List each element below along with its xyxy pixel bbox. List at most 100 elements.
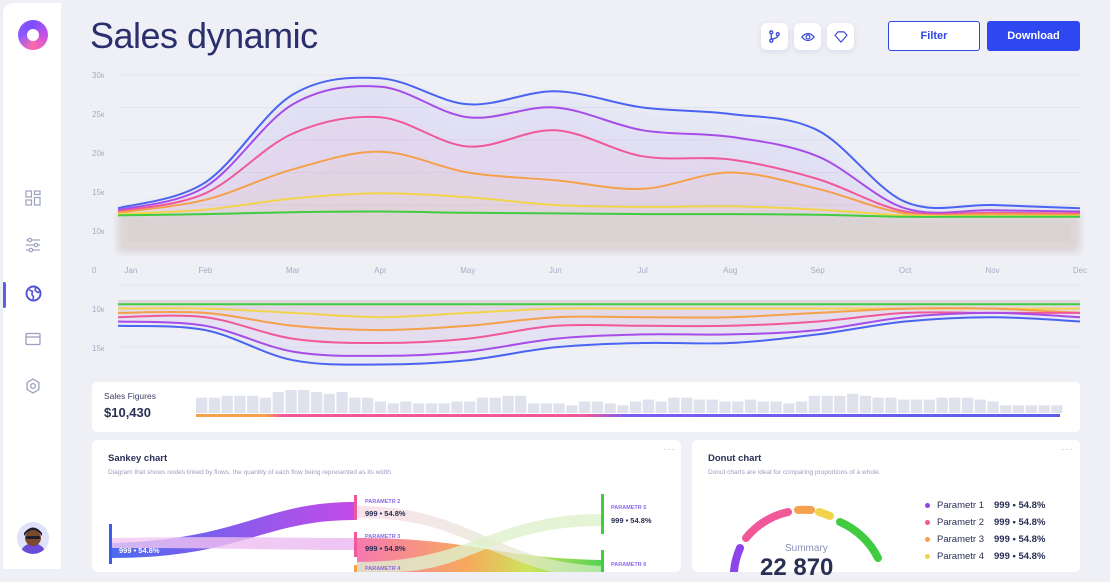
globe-icon[interactable] [23,283,43,303]
sales-bar [502,396,513,413]
sankey-card: Sankey chart Diagram that shows nodes li… [92,440,681,572]
sales-bar [630,402,641,414]
sankey-node-value: 999 • 54.8% [611,516,652,525]
legend-value: 999 • 54.8% [994,534,1045,545]
more-icon[interactable]: ··· [1061,444,1074,455]
sankey-node [354,495,357,520]
sales-bar [477,398,488,413]
sankey-node-value: 999 • 54.8% [365,509,406,518]
sales-bar [1013,405,1024,413]
legend-label: Parametr 3 [937,534,984,545]
sales-figures-value: $10,430 [104,405,151,420]
sales-bar [490,398,501,413]
sales-bar [1039,405,1050,413]
sankey-node-label: PARAMETR 4 [365,566,400,572]
sales-bar [822,396,833,413]
sales-bar [209,398,220,413]
sankey-node-label: PARAMETR 3 [365,534,400,540]
sales-bar [426,403,437,413]
x-tick-label: Mar [286,266,300,275]
legend-value: 999 • 54.8% [994,517,1045,528]
sales-bar [451,402,462,414]
sales-bar [860,396,871,413]
sales-bar [911,400,922,413]
user-avatar[interactable] [17,522,49,554]
sales-bar [962,398,973,413]
sankey-node-label: PARAMETR 2 [365,499,400,505]
x-tick-label: Feb [199,266,213,275]
sales-bar [975,400,986,413]
sales-bar [1000,405,1011,413]
sankey-node-label: PARAMETR 6 [611,562,646,568]
sales-bar [196,398,207,413]
sidebar [3,3,61,569]
sales-bar [694,400,705,413]
sales-bar [592,402,603,414]
legend-label: Parametr 2 [937,517,984,528]
donut-segment [746,512,788,538]
sales-bar [770,402,781,414]
sales-bar [1026,405,1037,413]
sankey-node-value: 999 • 54.8% [119,546,160,555]
sales-bar [528,403,539,413]
sales-figures-bars [196,388,1064,426]
donut-segment [819,512,830,516]
donut-card: Donut chart Donut charts are ideal for c… [692,440,1080,572]
sales-bar [936,398,947,413]
sales-bar [273,392,284,413]
sales-bar [515,396,526,413]
x-tick-label: May [460,266,475,275]
legend-label: Parametr 4 [937,551,984,562]
sales-bar [388,403,399,413]
settings-icon[interactable] [23,376,43,396]
sales-bar [643,400,654,413]
x-tick-label: Aug [723,266,737,275]
donut-summary-value: 22 870 [760,554,833,582]
sales-bar [579,402,590,414]
sales-bar [783,403,794,413]
sales-bar [605,403,616,413]
x-tick-label: Jan [125,266,138,275]
sankey-node [354,532,357,557]
active-indicator [3,282,6,308]
logo[interactable] [18,20,48,50]
sales-bar [439,403,450,413]
legend-dot [925,503,930,508]
sales-bar [898,400,909,413]
sales-bar [234,396,245,413]
sales-bar [247,396,258,413]
sliders-icon[interactable] [23,235,43,255]
sales-bar [464,402,475,414]
sales-bar [809,396,820,413]
sales-bar [617,405,628,413]
sales-bar [745,400,756,413]
sankey-node [601,494,604,534]
sales-bar [375,402,386,414]
sankey-node-label: PARAMETR 5 [611,505,646,511]
sales-bar [553,403,564,413]
sankey-node-value: 999 • 54.8% [365,544,406,553]
sales-bar [566,405,577,413]
sales-bar [400,402,411,414]
x-tick-label: Sep [811,266,826,275]
card-icon[interactable] [23,329,43,349]
sales-bar [668,398,679,413]
sales-bar [413,403,424,413]
sales-bar [362,398,373,413]
dashboard-icon[interactable] [23,188,43,208]
legend-item: Parametr 3 999 • 54.8% [925,534,1045,545]
sales-bar [732,402,743,414]
sales-bar [324,394,335,413]
sales-figures-card: Sales Figures $10,430 [92,382,1080,432]
x-tick-label: Oct [899,266,912,275]
x-tick-label: Apr [374,266,387,275]
sales-bar [260,398,271,413]
legend-dot [925,554,930,559]
legend-dot [925,520,930,525]
donut-segment [840,522,878,558]
legend-dot [925,537,930,542]
sales-bar [873,398,884,413]
